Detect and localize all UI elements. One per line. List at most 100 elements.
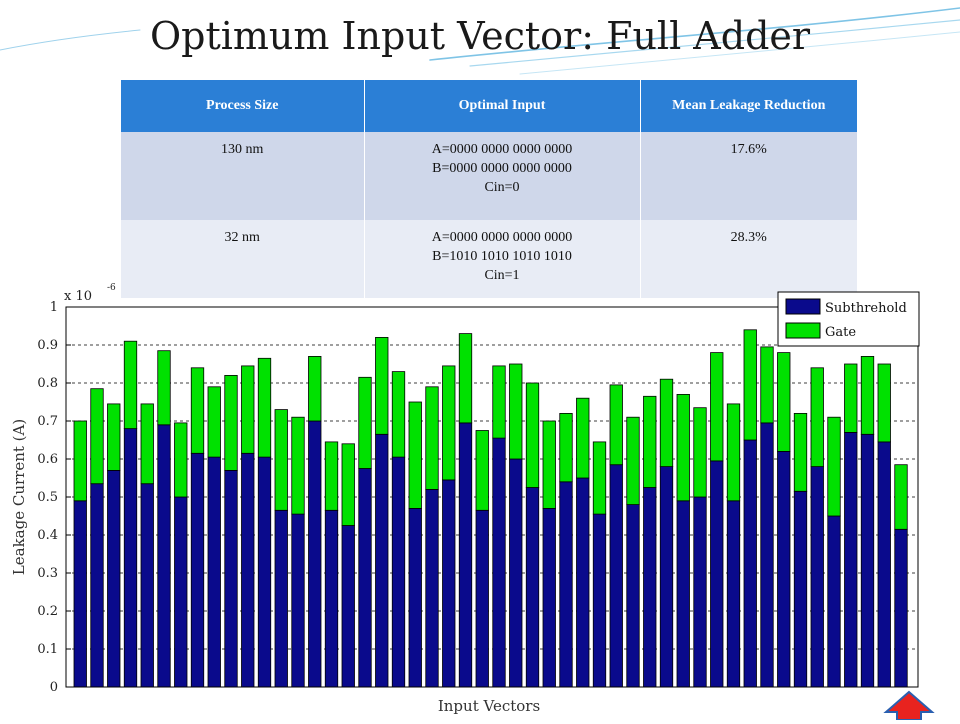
bar-gate [324,441,339,511]
bar-gate [844,363,858,433]
bar-gate [224,374,238,471]
bar-gate [626,416,640,506]
bar-subthreshold [107,469,121,688]
reduction-cell: 17.6% [640,132,857,220]
bar-gate [609,384,623,466]
bar-gate [827,416,841,517]
home-nav-button[interactable] [883,690,935,721]
y-tick-label: 0.9 [37,338,58,353]
decorative-swoosh [429,7,960,61]
bar-subthreshold [693,496,707,688]
bar-subthreshold [743,439,757,688]
optimal-input-cell: A=0000 0000 0000 0000 B=0000 0000 0000 0… [364,132,641,220]
bar-gate [793,412,808,492]
optimum-input-table: Process Size Optimal Input Mean Leakage … [121,80,857,298]
header-mean-leakage-reduction: Mean Leakage Reduction [640,80,857,132]
bar-gate [659,378,674,468]
bar-subthreshold [358,468,372,688]
y-tick-label: 0.5 [37,490,58,505]
bar-subthreshold [442,479,456,688]
bar-subthreshold [308,420,322,688]
legend-label-gate: Gate [825,325,856,340]
bar-subthreshold [341,525,355,688]
bar-gate [107,403,121,471]
input-b-value: B=0000 0000 0000 0000 [432,161,572,176]
bar-gate [291,416,305,515]
bar-subthreshold [224,469,238,688]
input-a-value: A=0000 0000 0000 0000 [431,230,573,245]
bar-gate [90,388,104,485]
scale-label: x 10 [64,289,92,304]
bar-gate [375,336,389,435]
y-tick-label: 0.3 [37,566,58,581]
bar-gate [509,363,523,460]
y-tick-label: 0.2 [37,604,58,619]
bar-subthreshold [659,466,674,688]
table-header-row: Process Size Optimal Input Mean Leakage … [121,80,857,132]
bar-subthreshold [90,483,104,688]
bar-gate [860,355,875,435]
bar-gate [73,420,87,502]
bar-subthreshold [157,424,171,688]
process-size-cell: 32 nm [121,220,365,298]
bar-subthreshold [140,483,154,688]
bar-gate [442,365,456,481]
decorative-swoosh [0,29,141,51]
bar-subthreshold [844,431,858,688]
decorative-swoosh [519,31,960,75]
decorative-swoosh [469,19,960,67]
bar-subthreshold [793,490,808,688]
bar-subthreshold [726,500,741,688]
bar-subthreshold [241,452,255,688]
bar-subthreshold [123,428,138,688]
bar-gate [190,367,205,454]
y-tick-label: 0.1 [37,642,58,657]
bar-subthreshold [324,509,339,688]
bar-subthreshold [894,528,908,688]
bar-subthreshold [877,441,891,688]
table-row: 32 nm A=0000 0000 0000 0000 B=1010 1010 … [121,220,857,298]
bar-subthreshold [827,515,841,688]
bar-subthreshold [576,477,590,688]
header-process-size: Process Size [121,80,365,132]
bar-gate [140,403,154,485]
bar-gate [358,376,372,469]
bar-subthreshold [475,509,489,688]
bar-subthreshold [860,433,875,688]
bar-gate [726,403,741,502]
legend-swatch-gate [785,322,821,339]
bar-gate [894,464,908,530]
y-axis-label: Leakage Current (A) [10,419,28,575]
bar-gate [542,420,556,509]
legend-swatch-subthreshold [785,298,821,315]
y-tick-label: 0.8 [37,376,58,391]
bar-gate [341,443,355,526]
slide-title: Optimum Input Vector: Full Adder [150,14,811,58]
bar-subthreshold [542,507,556,688]
bar-gate [207,386,221,458]
y-tick-label: 0.7 [37,414,58,429]
bar-gate [643,395,657,488]
bar-gate [475,430,489,511]
legend-label-subthreshold: Subthrehold [825,301,907,316]
scale-exponent: -6 [107,283,116,293]
bar-gate [810,367,824,467]
bar-subthreshold [190,452,205,688]
bar-subthreshold [274,509,288,688]
bar-subthreshold [207,456,221,688]
legend: Subthrehold Gate [777,291,920,347]
bar-subthreshold [525,487,540,688]
bar-gate [559,412,573,483]
bar-subthreshold [777,450,791,688]
bar-subthreshold [391,456,406,688]
bar-subthreshold [425,488,439,688]
bar-subthreshold [643,487,657,688]
bar-gate [710,352,724,462]
bar-subthreshold [408,507,422,688]
bar-gate [408,401,422,509]
bar-subthreshold [559,481,573,688]
bar-gate [123,340,138,430]
bar-gate [257,357,272,458]
